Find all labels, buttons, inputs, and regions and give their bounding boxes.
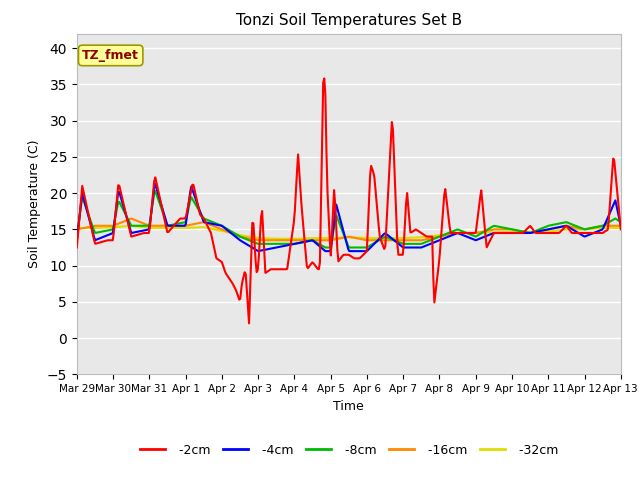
X-axis label: Time: Time	[333, 400, 364, 413]
Title: Tonzi Soil Temperatures Set B: Tonzi Soil Temperatures Set B	[236, 13, 462, 28]
Text: TZ_fmet: TZ_fmet	[82, 49, 139, 62]
Y-axis label: Soil Temperature (C): Soil Temperature (C)	[28, 140, 41, 268]
Legend:  -2cm,  -4cm,  -8cm,  -16cm,  -32cm: -2cm, -4cm, -8cm, -16cm, -32cm	[134, 439, 563, 462]
